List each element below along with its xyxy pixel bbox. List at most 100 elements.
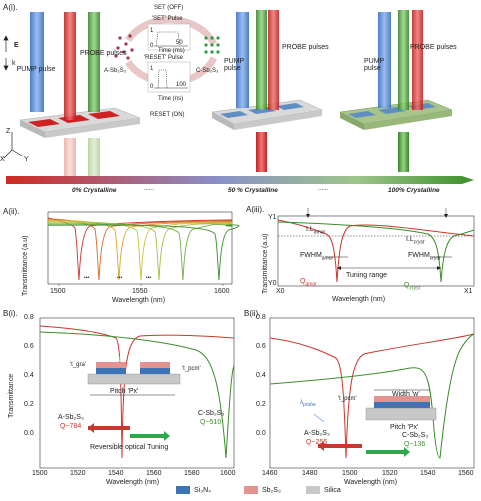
time-ns-label: Time (ns) [158, 96, 184, 102]
b2-green-arrow [366, 450, 406, 454]
c-sb2s3-schem-label: C-Sb₂S₃ [196, 68, 219, 74]
b2-tpcm-label: 't_pcm' [338, 396, 357, 402]
b1-tpcm-label: 't_pcm' [182, 366, 201, 372]
a2-xtick-label-1550: 1550 [132, 288, 148, 295]
b2-width-label: Width 'w' [392, 391, 420, 398]
b2-lambda: λ [300, 400, 303, 406]
legend-si3n4-swatch [176, 486, 190, 494]
reset-tick-1: 1 [150, 66, 154, 72]
axis-k-label: k [12, 60, 16, 67]
axis-glyphs [3, 35, 23, 159]
legend-si3n4-text: Si₃N₄ [194, 486, 211, 494]
reset-tick-100: 100 [176, 82, 187, 88]
b1-w2-label: 'w-w1' [146, 357, 163, 363]
a2-spectrum-5 [47, 223, 233, 281]
b2-xtick-1540: 1540 [420, 470, 436, 477]
set-tick-0: 0 [150, 43, 154, 49]
a3-il-amor-text: I.L [306, 226, 314, 233]
legend-sb2s3-swatch [244, 486, 258, 494]
b2-xlabel: Wavelength (nm) [344, 479, 398, 486]
b2-structure [365, 396, 437, 421]
b2-c-label: C-Sb₂S₃ [402, 432, 429, 439]
legend-sb2s3: Sb₂S₃ [244, 486, 281, 494]
b2-xtick-1480: 1480 [302, 470, 318, 477]
reset-tick-0: 0 [150, 84, 154, 90]
a3-q-amor: Qamor [300, 278, 317, 287]
a2-ylabel: Transmittance (a.u) [22, 235, 29, 296]
cryst-dots-1: ...... [144, 186, 155, 192]
axis-z-label: Z [6, 128, 11, 135]
a3-il-amor-sub: amor [313, 229, 326, 236]
panel-label-b1: B(i). [3, 309, 18, 318]
pump-label-3: PUMP pulse [364, 58, 385, 72]
set-off-label: SET (OFF) [154, 5, 184, 11]
cryst-50-label: 50 % Crystalline [228, 187, 278, 194]
panel-label-a2: A(ii). [3, 207, 20, 216]
a3-fwhm-amor: FWHMamor [300, 252, 333, 261]
b2-pitch-label: Pitch 'Px' [390, 424, 419, 431]
a3-q-cryst: Qcryst [404, 282, 420, 291]
a3-x1: X1 [464, 288, 473, 295]
b1-reversible-label: Reversible optical Tuning [90, 444, 169, 451]
b2-ytick-08: 0.8 [256, 314, 266, 321]
b1-xtick-1540: 1540 [108, 470, 124, 477]
b1-red-arrow [88, 426, 130, 430]
b2-lambda-probe: λprobe [300, 400, 316, 408]
b2-xtick-1520: 1520 [382, 470, 398, 477]
a3-frame [277, 215, 475, 287]
set-pulse-label: 'SET' Pulse [152, 16, 183, 22]
b1-c-q: Q~510 [200, 419, 222, 426]
b2-ytick-00: 0.0 [256, 430, 266, 437]
a3-fwhm-amor-sub: amor [321, 255, 334, 262]
b2-xtick-1460: 1460 [262, 470, 278, 477]
set-reset-cycle [114, 16, 220, 93]
axis-e-label: E [14, 42, 19, 49]
cryst-0-label: 0% Crystalline [72, 187, 117, 194]
b2-ytick-06: 0.6 [256, 343, 266, 350]
a3-tuning-label: Tuning range [346, 272, 387, 279]
set-tick-50: 50 [176, 40, 183, 46]
b2-cryst-curve [269, 333, 475, 459]
probe-label-3: PROBE pulses [410, 44, 457, 51]
b1-ylabel: Transmittance [8, 373, 15, 418]
legend-silica-text: Silica [324, 486, 341, 494]
b1-ytick-06: 0.6 [24, 343, 34, 350]
b1-w-label: 'w+w1' [104, 357, 122, 363]
axis-y-label: Y [24, 156, 29, 163]
a2-spectrum-6 [47, 224, 240, 281]
schematic-svg [3, 10, 474, 184]
a2-frame [47, 211, 233, 285]
a2-chart [47, 211, 240, 286]
b1-a-q: Q~784 [60, 423, 82, 430]
a3-fwhm-cryst: FWHMcryst [408, 252, 440, 261]
a2-xtick-label-1600: 1600 [214, 288, 230, 295]
a3-ylabel: Transmittance (a.u) [262, 233, 269, 294]
a2-dots-3: ••• [146, 275, 152, 281]
a3-il-amor: I.Lamor [306, 226, 325, 235]
b2-xtick-1560: 1560 [458, 470, 474, 477]
b1-a-label: A-Sb₂S₃ [58, 414, 84, 421]
time-ms-label: Time (ms) [158, 48, 185, 54]
b2-probe-pointer [313, 413, 325, 423]
a3-xlabel: Wavelength (nm) [332, 296, 386, 303]
a2-curves [47, 217, 240, 281]
pump-label-1: PUMP pulse [16, 66, 56, 73]
beam-set-3 [339, 10, 453, 172]
a-sb2s3-schem-label: A-Sb₂S₃ [104, 68, 127, 74]
b1-xtick-1560: 1560 [146, 470, 162, 477]
b1-xtick-1500: 1500 [32, 470, 48, 477]
b2-c-q: Q~136 [404, 441, 426, 448]
a3-x0: X0 [276, 288, 285, 295]
b1-chart [39, 317, 235, 469]
a2-dots-1: ••• [84, 275, 90, 281]
b2-a-label: A-Sb₂S₃ [304, 430, 330, 437]
beam-set-2 [211, 10, 323, 172]
a3-fwhm-cryst-sub: cryst [429, 255, 441, 262]
a2-xlabel: Wavelength (nm) [112, 297, 166, 304]
legend-silica: Silica [306, 486, 341, 494]
a3-il-cryst-sub: cryst [413, 239, 425, 246]
b1-ytick-00: 0.0 [24, 430, 34, 437]
b1-tgra-label: 't_gra' [70, 362, 86, 368]
a3-il-cryst-text: I.L [406, 236, 414, 243]
b1-cryst-curve [39, 331, 235, 459]
